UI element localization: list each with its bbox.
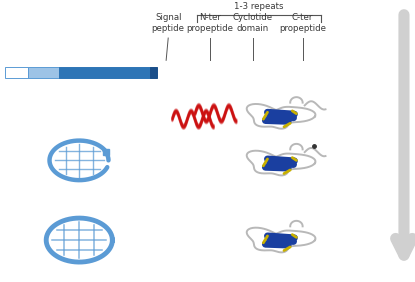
- Bar: [27, 67, 59, 78]
- Text: Signal
peptide: Signal peptide: [152, 13, 185, 33]
- Text: 1-3 repeats: 1-3 repeats: [234, 2, 284, 10]
- Bar: [59, 67, 149, 78]
- Bar: [5, 67, 27, 78]
- Text: N-ter
propeptide: N-ter propeptide: [186, 13, 233, 33]
- Bar: [149, 67, 157, 78]
- Text: Cyclotide
domain: Cyclotide domain: [233, 13, 273, 33]
- Text: C-ter
propeptide: C-ter propeptide: [279, 13, 326, 33]
